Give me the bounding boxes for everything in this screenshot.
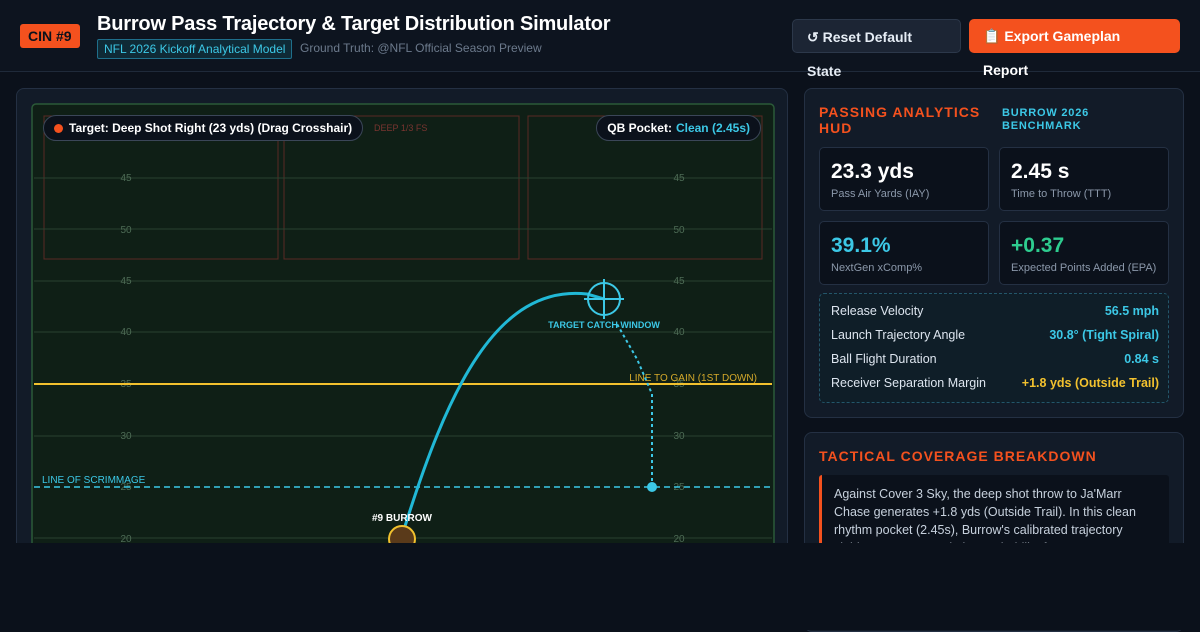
top-bar: CIN #9 Burrow Pass Trajectory & Target D… xyxy=(0,0,1200,79)
page-title: Burrow Pass Trajectory & Target Distribu… xyxy=(97,13,611,35)
line-of-scrimmage-label: LINE OF SCRIMMAGE xyxy=(42,475,146,486)
reset-default-button[interactable]: ↺ Reset Default State xyxy=(792,19,961,79)
field-panel: DEEP 1/3 FS 45 50 45 40 35 30 25 20 45 5… xyxy=(16,88,788,558)
deep-zone-middle xyxy=(283,115,520,260)
yard-number-left: 30 xyxy=(120,431,132,442)
catch-window-label: TARGET CATCH WINDOW xyxy=(548,320,660,330)
yard-number-left: 40 xyxy=(120,327,132,338)
model-chip: NFL 2026 Kickoff Analytical Model xyxy=(97,39,293,59)
stat-card-air-yards: 23.3 yds Pass Air Yards (IAY) xyxy=(819,147,989,211)
pass-trajectory xyxy=(400,291,605,537)
metric-key: Receiver Separation Margin xyxy=(831,376,986,390)
yard-number-right: 40 xyxy=(673,327,685,338)
deep-zone-label: DEEP 1/3 FS xyxy=(374,123,427,133)
line-to-gain-label: LINE TO GAIN (1ST DOWN) xyxy=(629,373,757,384)
target-crosshair[interactable] xyxy=(584,279,624,319)
yard-number-right: 45 xyxy=(673,276,685,287)
metrics-panel: Release Velocity 56.5 mph Launch Traject… xyxy=(819,293,1169,403)
metric-key: Launch Trajectory Angle xyxy=(831,328,966,342)
metric-row: Ball Flight Duration 0.84 s xyxy=(831,352,1159,372)
receiver-start-dot xyxy=(647,482,657,492)
hud-benchmark: BURROW 2026 BENCHMARK xyxy=(1002,107,1090,132)
metric-value: 56.5 mph xyxy=(1104,304,1159,318)
stat-value: 23.3 yds xyxy=(831,160,914,183)
yard-lines xyxy=(34,177,772,539)
stat-card-xcomp: 39.1% NextGen xComp% xyxy=(819,221,989,285)
yard-number-left: 45 xyxy=(120,173,132,184)
field-surface xyxy=(31,103,775,557)
yard-number-right: 30 xyxy=(673,431,685,442)
metric-row: Release Velocity 56.5 mph xyxy=(831,304,1159,324)
yard-number-right: 50 xyxy=(673,225,685,236)
stat-value: 39.1% xyxy=(831,234,891,257)
metric-row: Receiver Separation Margin +1.8 yds (Out… xyxy=(831,376,1159,396)
player-badge: CIN #9 xyxy=(20,24,80,48)
metric-value: 0.84 s xyxy=(1124,352,1159,366)
field-diagram: DEEP 1/3 FS 45 50 45 40 35 30 25 20 45 5… xyxy=(31,103,775,557)
target-dot-icon xyxy=(54,124,63,133)
receiver-route xyxy=(616,323,653,487)
page-footer-area xyxy=(0,543,1200,630)
ground-truth-source: Ground Truth: @NFL Official Season Previ… xyxy=(300,41,542,55)
stat-label: Pass Air Yards (IAY) xyxy=(831,188,930,200)
stat-value: 2.45 s xyxy=(1011,160,1070,183)
pocket-value: Clean (2.45s) xyxy=(675,121,750,135)
analytics-hud: PASSING ANALYTICS HUD BURROW 2026 BENCHM… xyxy=(804,88,1184,418)
stat-label: Time to Throw (TTT) xyxy=(1011,188,1112,200)
stat-value: +0.37 xyxy=(1011,234,1065,257)
metric-key: Ball Flight Duration xyxy=(831,352,937,366)
metric-key: Release Velocity xyxy=(831,304,924,318)
yard-number-left: 20 xyxy=(120,534,132,545)
metric-value: 30.8° (Tight Spiral) xyxy=(1049,328,1159,342)
hud-title: PASSING ANALYTICS HUD xyxy=(819,104,981,136)
target-chip[interactable]: Target: Deep Shot Right (23 yds) (Drag C… xyxy=(43,115,364,141)
yard-number-left: 50 xyxy=(120,225,132,236)
pocket-label: QB Pocket: xyxy=(607,121,672,135)
yard-number-right: 45 xyxy=(673,173,685,184)
export-report-button[interactable]: 📋 Export Gameplan Report xyxy=(969,19,1180,78)
stat-card-epa: +0.37 Expected Points Added (EPA) xyxy=(999,221,1169,285)
tactical-title: TACTICAL COVERAGE BREAKDOWN xyxy=(819,448,1097,464)
metric-row: Launch Trajectory Angle 30.8° (Tight Spi… xyxy=(831,328,1159,348)
yard-number-right: 20 xyxy=(673,534,685,545)
target-label: Target: Deep Shot Right (23 yds) (Drag C… xyxy=(69,121,353,135)
qb-label: #9 BURROW xyxy=(372,513,433,524)
stat-label: NextGen xComp% xyxy=(831,262,923,274)
pocket-chip: QB Pocket: Clean (2.45s) xyxy=(596,115,761,141)
yard-number-left: 45 xyxy=(120,276,132,287)
metric-value: +1.8 yds (Outside Trail) xyxy=(1021,376,1159,390)
stat-label: Expected Points Added (EPA) xyxy=(1011,262,1157,274)
stat-card-time-to-throw: 2.45 s Time to Throw (TTT) xyxy=(999,147,1169,211)
